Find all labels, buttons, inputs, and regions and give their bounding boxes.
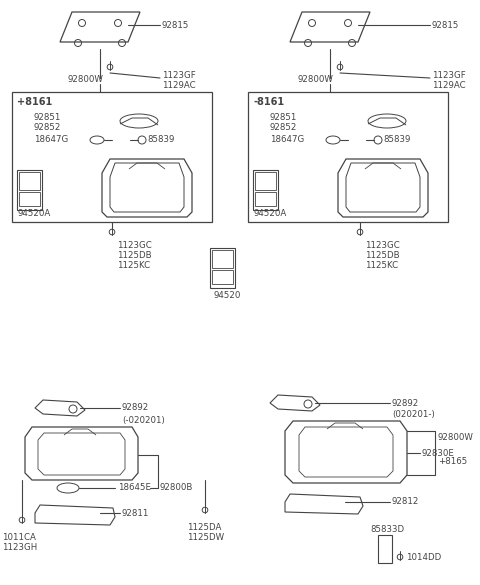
Bar	[378, 535, 392, 563]
Bar	[210, 248, 235, 288]
Bar	[248, 92, 448, 222]
Text: 1014DD: 1014DD	[406, 552, 441, 562]
Text: +8161: +8161	[17, 97, 52, 107]
Text: 1123GF: 1123GF	[162, 71, 196, 80]
Text: 92800W: 92800W	[438, 432, 474, 442]
Text: 1125KC: 1125KC	[365, 261, 398, 270]
Text: 85839: 85839	[147, 136, 174, 144]
Text: 92851: 92851	[34, 113, 61, 122]
Text: 85833D: 85833D	[370, 525, 404, 534]
Text: 1123GC: 1123GC	[117, 242, 152, 250]
Bar	[253, 170, 278, 210]
Text: 92815: 92815	[432, 20, 459, 29]
Text: 1129AC: 1129AC	[432, 81, 466, 90]
Text: 1125DB: 1125DB	[117, 252, 152, 260]
Bar	[19, 192, 40, 206]
Text: (-020201): (-020201)	[122, 415, 165, 425]
Bar	[19, 172, 40, 190]
Text: 94520: 94520	[213, 291, 240, 301]
Text: 92812: 92812	[392, 497, 420, 507]
Text: 1129AC: 1129AC	[162, 81, 196, 90]
Text: -8161: -8161	[253, 97, 284, 107]
Text: 92815: 92815	[162, 20, 190, 29]
Text: 94520A: 94520A	[253, 209, 286, 219]
Text: 1125DW: 1125DW	[187, 534, 224, 542]
Text: 18647G: 18647G	[270, 136, 304, 144]
Bar	[255, 192, 276, 206]
Text: 92851: 92851	[270, 113, 298, 122]
Bar	[212, 250, 233, 268]
Text: 92852: 92852	[270, 123, 298, 132]
Text: 92800B: 92800B	[160, 483, 193, 493]
Text: 1123GH: 1123GH	[2, 543, 37, 552]
Bar	[17, 170, 42, 210]
Text: 1125KC: 1125KC	[117, 261, 150, 270]
Bar	[12, 92, 212, 222]
Text: 1125DA: 1125DA	[187, 524, 221, 532]
Bar	[255, 172, 276, 190]
Text: 92852: 92852	[34, 123, 61, 132]
Text: 92830E: 92830E	[422, 449, 455, 457]
Bar	[212, 270, 233, 284]
Text: 92892: 92892	[122, 404, 149, 412]
Text: 1125DB: 1125DB	[365, 252, 400, 260]
Text: 94520A: 94520A	[17, 209, 50, 219]
Text: 92892: 92892	[392, 398, 419, 408]
Text: 1123GC: 1123GC	[365, 242, 400, 250]
Text: +8165: +8165	[438, 456, 467, 466]
Text: 92800W: 92800W	[67, 75, 103, 84]
Text: 85839: 85839	[383, 136, 410, 144]
Text: 1011CA: 1011CA	[2, 534, 36, 542]
Text: 1123GF: 1123GF	[432, 71, 466, 80]
Text: 18645E: 18645E	[118, 483, 151, 493]
Text: 18647G: 18647G	[34, 136, 68, 144]
Text: (020201-): (020201-)	[392, 411, 435, 419]
Text: 92800W: 92800W	[297, 75, 333, 84]
Text: 92811: 92811	[122, 508, 149, 518]
